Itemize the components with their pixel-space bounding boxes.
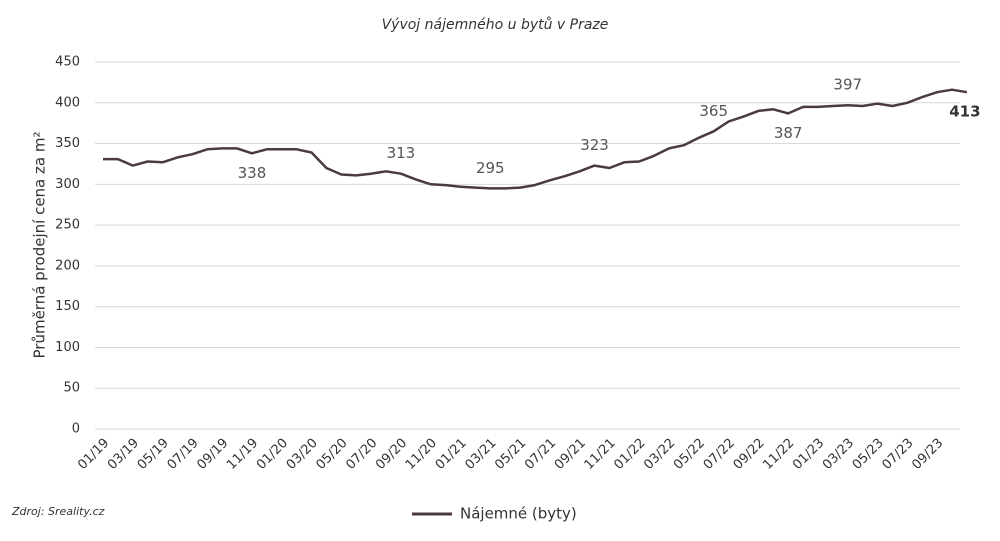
data-label: 397: [833, 76, 862, 94]
y-tick-label: 300: [55, 177, 80, 192]
x-tick-label: 11/20: [403, 436, 440, 473]
y-tick-label: 50: [63, 381, 80, 396]
x-tick-label: 09/23: [909, 436, 946, 473]
x-tick-label: 03/22: [641, 436, 678, 473]
x-tick-label: 09/21: [552, 436, 589, 473]
data-label: 365: [699, 102, 728, 120]
y-tick-label: 100: [55, 340, 80, 355]
y-tick-label: 150: [55, 299, 80, 314]
data-label: 387: [774, 124, 803, 142]
x-tick-label: 03/20: [284, 436, 321, 473]
y-tick-label: 350: [55, 136, 80, 151]
x-tick-label: 07/19: [165, 436, 202, 473]
y-tick-label: 450: [55, 55, 80, 70]
x-tick-label: 05/23: [850, 436, 887, 473]
x-tick-label: 01/20: [254, 436, 291, 473]
x-tick-label: 07/23: [880, 436, 917, 473]
y-tick-label: 0: [72, 422, 80, 437]
x-tick-label: 03/21: [462, 436, 499, 473]
x-tick-label: 03/19: [105, 436, 142, 473]
data-label: 338: [238, 164, 267, 182]
y-tick-label: 250: [55, 218, 80, 233]
chart-title: Vývoj nájemného u bytů v Praze: [382, 17, 609, 33]
x-tick-label: 07/22: [701, 436, 738, 473]
y-tick-label: 200: [55, 258, 80, 273]
y-axis-label: Průměrná prodejní cena za m²: [31, 132, 49, 359]
legend-label: Nájemné (byty): [460, 505, 577, 523]
x-tick-label: 11/19: [224, 436, 261, 473]
data-label: 295: [476, 159, 505, 177]
data-label: 313: [387, 144, 416, 162]
x-tick-label: 07/21: [522, 436, 559, 473]
x-tick-label: 01/23: [790, 436, 827, 473]
data-label: 323: [580, 136, 609, 154]
x-tick-label: 01/19: [75, 436, 112, 473]
x-tick-label: 03/23: [820, 436, 857, 473]
x-tick-label: 01/21: [433, 436, 470, 473]
line: [103, 88, 968, 190]
x-tick-label: 05/21: [492, 436, 529, 473]
x-tick-label: 05/20: [314, 436, 351, 473]
x-tick-label: 05/19: [135, 436, 172, 473]
x-tick-label: 01/22: [611, 436, 648, 473]
x-tick-label: 11/21: [582, 436, 619, 473]
data-label: 413: [949, 103, 980, 121]
x-tick-label: 09/22: [731, 436, 768, 473]
x-tick-label: 11/22: [760, 436, 797, 473]
y-tick-label: 400: [55, 95, 80, 110]
x-tick-label: 09/19: [194, 436, 231, 473]
x-tick-label: 07/20: [343, 436, 380, 473]
x-tick-label: 05/22: [671, 436, 708, 473]
x-tick-label: 09/20: [373, 436, 410, 473]
source: Zdroj: Sreality.cz: [11, 505, 105, 518]
